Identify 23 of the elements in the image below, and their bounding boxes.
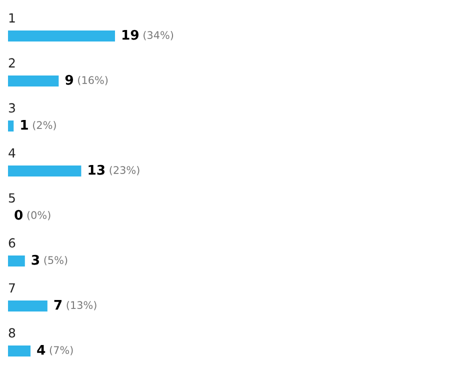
y-tick-label: 7 <box>9 283 15 292</box>
bar <box>8 120 14 132</box>
y-tick-label: 3 <box>8 103 15 113</box>
bar <box>8 346 31 356</box>
y-tick-label: 4 <box>8 148 16 158</box>
data-label: 19 (34%) <box>122 30 174 40</box>
data-label: 4 (7%) <box>37 345 73 356</box>
data-label: 9 (16%) <box>65 74 108 86</box>
bar <box>8 166 82 176</box>
bar <box>8 256 25 266</box>
y-tick-label: 2 <box>8 58 15 68</box>
bar <box>8 76 59 86</box>
data-label: 3 (5%) <box>32 254 68 266</box>
data-label: 13 (23%) <box>88 164 140 176</box>
y-tick-label: 5 <box>8 193 15 203</box>
bar <box>8 300 48 312</box>
y-tick-label: 1 <box>9 13 15 22</box>
data-label: 7 (13%) <box>54 300 96 310</box>
y-tick-label: 6 <box>8 238 16 248</box>
data-label: 0 (0%) <box>14 210 50 220</box>
y-tick-label: 8 <box>8 328 16 338</box>
bar <box>8 30 115 42</box>
data-label: 1 (2%) <box>21 120 56 130</box>
